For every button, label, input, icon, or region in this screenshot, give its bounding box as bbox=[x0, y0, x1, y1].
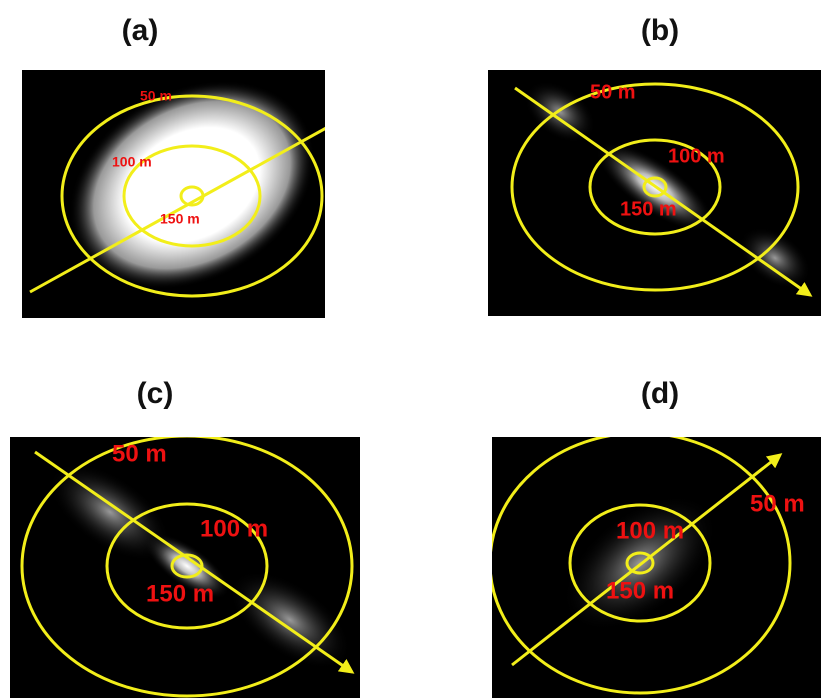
page: (a) 50 m 100 m 150 m (b) 50 m 100 m 150 m (c) 50 … bbox=[0, 0, 821, 698]
panel: (a) 50 m 100 m 150 m bbox=[22, 14, 355, 331]
ring-label: 50 m bbox=[750, 490, 805, 517]
ring-label: 100 m bbox=[112, 154, 152, 170]
image: 50 m 100 m 150 m bbox=[488, 69, 821, 316]
ring-label: 150 m bbox=[160, 211, 200, 227]
panel-label: (a) bbox=[122, 14, 159, 47]
ring-label: 100 m bbox=[668, 145, 725, 167]
panel-label: (c) bbox=[137, 377, 174, 410]
ring-label: 150 m bbox=[606, 577, 674, 604]
panel: (d) 50 m 100 m 150 m bbox=[490, 377, 821, 698]
image: 50 m 100 m 150 m bbox=[10, 436, 367, 698]
image: 50 m 100 m 150 m bbox=[22, 39, 355, 331]
ring-label: 50 m bbox=[590, 81, 636, 103]
panel-label: (d) bbox=[641, 377, 679, 410]
ring-label: 100 m bbox=[616, 517, 684, 544]
image: 50 m 100 m 150 m bbox=[490, 433, 821, 698]
panel: (b) 50 m 100 m 150 m bbox=[488, 14, 821, 316]
ring-label: 150 m bbox=[146, 580, 214, 607]
panel-label: (b) bbox=[641, 14, 679, 47]
panels: (a) 50 m 100 m 150 m (b) 50 m 100 m 150 m (c) 50 … bbox=[10, 14, 821, 698]
ring-label: 100 m bbox=[200, 515, 268, 542]
figure: (a) 50 m 100 m 150 m (b) 50 m 100 m 150 m (c) 50 … bbox=[0, 0, 821, 698]
ring-label: 50 m bbox=[140, 88, 172, 104]
ring-label: 150 m bbox=[620, 198, 677, 220]
panel: (c) 50 m 100 m 150 m bbox=[10, 377, 367, 698]
ring-label: 50 m bbox=[112, 440, 167, 467]
